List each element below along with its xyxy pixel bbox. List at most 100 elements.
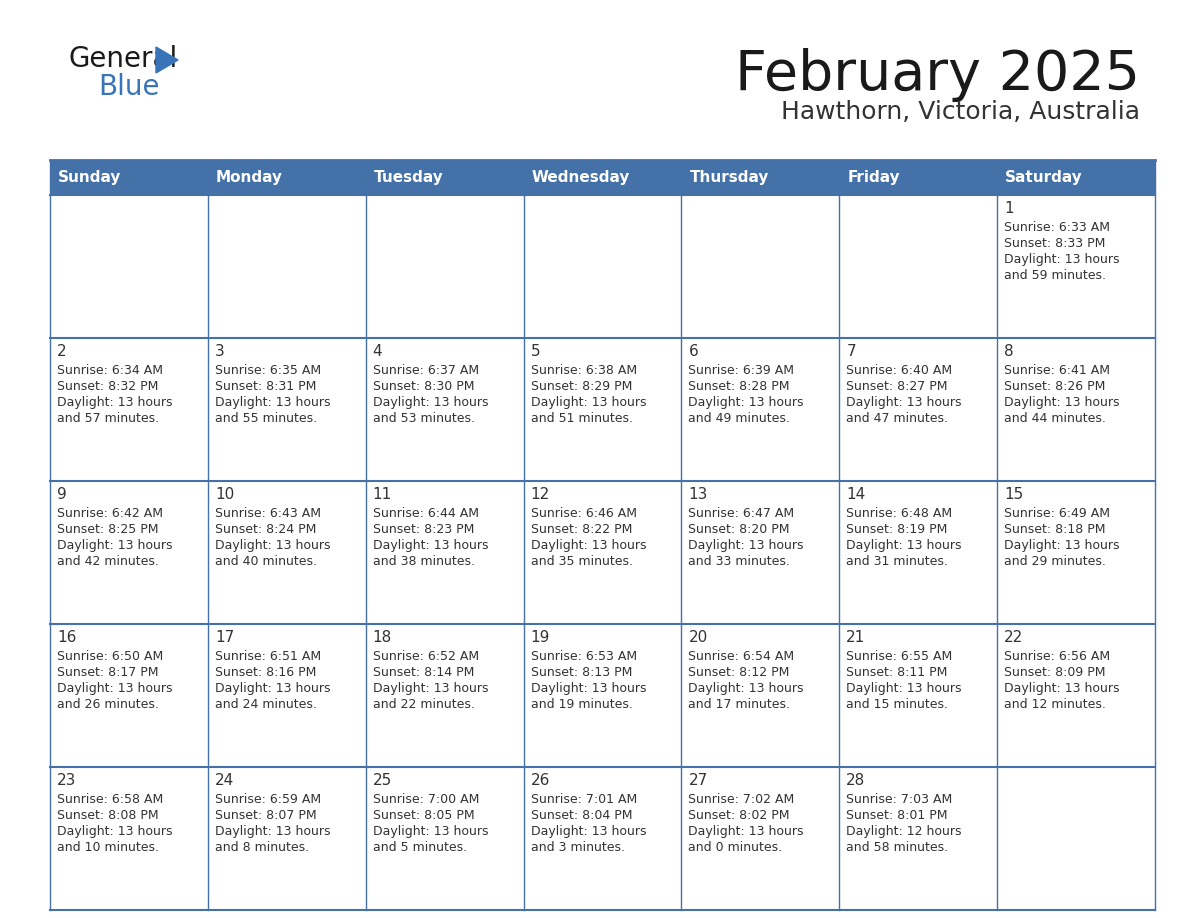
- Bar: [208, 767, 366, 910]
- Bar: [366, 767, 524, 910]
- Bar: [524, 624, 682, 767]
- Text: Daylight: 13 hours: Daylight: 13 hours: [846, 682, 962, 695]
- Bar: [208, 481, 366, 624]
- Text: Sunset: 8:29 PM: Sunset: 8:29 PM: [531, 380, 632, 393]
- Bar: [366, 624, 524, 767]
- Text: and 31 minutes.: and 31 minutes.: [846, 555, 948, 568]
- Text: 14: 14: [846, 487, 866, 502]
- Bar: [682, 767, 839, 910]
- Text: Daylight: 13 hours: Daylight: 13 hours: [215, 539, 330, 552]
- Text: Sunset: 8:30 PM: Sunset: 8:30 PM: [373, 380, 474, 393]
- Text: Sunrise: 6:49 AM: Sunrise: 6:49 AM: [1004, 507, 1110, 520]
- Bar: [997, 160, 1155, 195]
- Text: and 38 minutes.: and 38 minutes.: [373, 555, 475, 568]
- Text: and 51 minutes.: and 51 minutes.: [531, 412, 632, 425]
- Text: Daylight: 13 hours: Daylight: 13 hours: [1004, 396, 1119, 409]
- Text: Sunrise: 6:38 AM: Sunrise: 6:38 AM: [531, 364, 637, 377]
- Text: 21: 21: [846, 630, 866, 645]
- Text: Sunrise: 7:00 AM: Sunrise: 7:00 AM: [373, 793, 479, 806]
- Text: 26: 26: [531, 773, 550, 788]
- Text: Daylight: 13 hours: Daylight: 13 hours: [846, 396, 962, 409]
- Text: and 26 minutes.: and 26 minutes.: [57, 698, 159, 711]
- Text: Daylight: 13 hours: Daylight: 13 hours: [531, 396, 646, 409]
- Text: Sunset: 8:12 PM: Sunset: 8:12 PM: [688, 666, 790, 679]
- Text: Daylight: 13 hours: Daylight: 13 hours: [1004, 539, 1119, 552]
- Text: Daylight: 13 hours: Daylight: 13 hours: [373, 825, 488, 838]
- Text: Sunrise: 6:46 AM: Sunrise: 6:46 AM: [531, 507, 637, 520]
- Text: Daylight: 13 hours: Daylight: 13 hours: [373, 396, 488, 409]
- Bar: [366, 160, 524, 195]
- Text: and 19 minutes.: and 19 minutes.: [531, 698, 632, 711]
- Text: Sunrise: 6:52 AM: Sunrise: 6:52 AM: [373, 650, 479, 663]
- Text: Sunset: 8:01 PM: Sunset: 8:01 PM: [846, 809, 948, 822]
- Text: and 0 minutes.: and 0 minutes.: [688, 841, 783, 854]
- Text: General: General: [68, 45, 177, 73]
- Text: Sunrise: 7:02 AM: Sunrise: 7:02 AM: [688, 793, 795, 806]
- Text: 17: 17: [215, 630, 234, 645]
- Text: Sunrise: 6:34 AM: Sunrise: 6:34 AM: [57, 364, 163, 377]
- Bar: [682, 195, 839, 338]
- Bar: [839, 767, 997, 910]
- Bar: [366, 338, 524, 481]
- Text: and 40 minutes.: and 40 minutes.: [215, 555, 317, 568]
- Text: and 5 minutes.: and 5 minutes.: [373, 841, 467, 854]
- Text: and 35 minutes.: and 35 minutes.: [531, 555, 632, 568]
- Text: and 47 minutes.: and 47 minutes.: [846, 412, 948, 425]
- Text: and 8 minutes.: and 8 minutes.: [215, 841, 309, 854]
- Text: Saturday: Saturday: [1005, 170, 1083, 185]
- Bar: [839, 338, 997, 481]
- Text: Sunrise: 6:56 AM: Sunrise: 6:56 AM: [1004, 650, 1111, 663]
- Text: Sunset: 8:25 PM: Sunset: 8:25 PM: [57, 523, 158, 536]
- Text: Daylight: 13 hours: Daylight: 13 hours: [373, 682, 488, 695]
- Text: Sunrise: 7:01 AM: Sunrise: 7:01 AM: [531, 793, 637, 806]
- Text: 11: 11: [373, 487, 392, 502]
- Text: Daylight: 13 hours: Daylight: 13 hours: [215, 396, 330, 409]
- Text: and 22 minutes.: and 22 minutes.: [373, 698, 474, 711]
- Text: 13: 13: [688, 487, 708, 502]
- Text: Wednesday: Wednesday: [531, 170, 630, 185]
- Bar: [682, 160, 839, 195]
- Bar: [208, 160, 366, 195]
- Text: 8: 8: [1004, 344, 1013, 359]
- Text: Sunset: 8:14 PM: Sunset: 8:14 PM: [373, 666, 474, 679]
- Text: Daylight: 13 hours: Daylight: 13 hours: [688, 682, 804, 695]
- Text: Daylight: 13 hours: Daylight: 13 hours: [688, 539, 804, 552]
- Text: 12: 12: [531, 487, 550, 502]
- Text: and 29 minutes.: and 29 minutes.: [1004, 555, 1106, 568]
- Bar: [839, 481, 997, 624]
- Text: 1: 1: [1004, 201, 1013, 216]
- Text: and 24 minutes.: and 24 minutes.: [215, 698, 317, 711]
- Text: 19: 19: [531, 630, 550, 645]
- Text: 4: 4: [373, 344, 383, 359]
- Text: Blue: Blue: [97, 73, 159, 101]
- Bar: [997, 195, 1155, 338]
- Text: Sunrise: 6:33 AM: Sunrise: 6:33 AM: [1004, 221, 1110, 234]
- Text: Daylight: 13 hours: Daylight: 13 hours: [57, 682, 172, 695]
- Bar: [997, 338, 1155, 481]
- Text: Daylight: 13 hours: Daylight: 13 hours: [57, 396, 172, 409]
- Bar: [682, 481, 839, 624]
- Bar: [839, 624, 997, 767]
- Text: 6: 6: [688, 344, 699, 359]
- Text: Daylight: 13 hours: Daylight: 13 hours: [373, 539, 488, 552]
- Bar: [997, 481, 1155, 624]
- Text: Sunrise: 6:37 AM: Sunrise: 6:37 AM: [373, 364, 479, 377]
- Text: Sunrise: 6:59 AM: Sunrise: 6:59 AM: [215, 793, 321, 806]
- Text: Sunset: 8:02 PM: Sunset: 8:02 PM: [688, 809, 790, 822]
- Bar: [524, 767, 682, 910]
- Text: Daylight: 13 hours: Daylight: 13 hours: [688, 825, 804, 838]
- Text: 27: 27: [688, 773, 708, 788]
- Bar: [524, 160, 682, 195]
- Text: Sunset: 8:23 PM: Sunset: 8:23 PM: [373, 523, 474, 536]
- Bar: [50, 624, 208, 767]
- Bar: [682, 338, 839, 481]
- Text: Sunrise: 6:53 AM: Sunrise: 6:53 AM: [531, 650, 637, 663]
- Text: Sunset: 8:08 PM: Sunset: 8:08 PM: [57, 809, 159, 822]
- Bar: [208, 624, 366, 767]
- Text: Daylight: 13 hours: Daylight: 13 hours: [215, 682, 330, 695]
- Text: Daylight: 13 hours: Daylight: 13 hours: [215, 825, 330, 838]
- Text: 10: 10: [215, 487, 234, 502]
- Bar: [50, 767, 208, 910]
- Bar: [50, 481, 208, 624]
- Text: Sunset: 8:18 PM: Sunset: 8:18 PM: [1004, 523, 1106, 536]
